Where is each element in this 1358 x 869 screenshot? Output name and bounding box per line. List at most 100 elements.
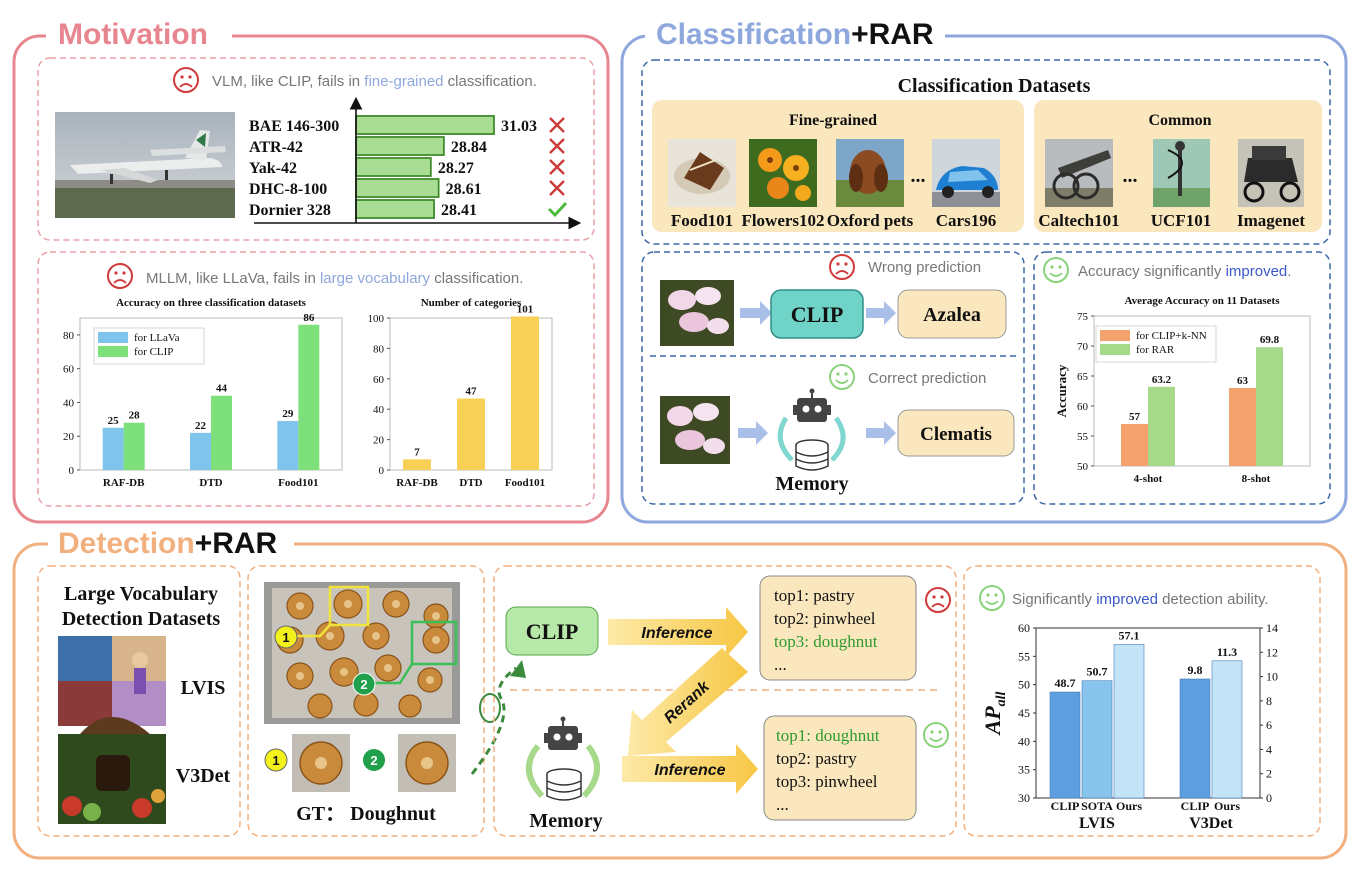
aircraft-bar: [355, 136, 445, 156]
x-tick-label: 4-shot: [1134, 473, 1163, 485]
dataset-label-imagenet: Imagenet: [1237, 211, 1305, 230]
datasets-title: Classification Datasets: [898, 75, 1091, 97]
v3det-thumbnail: [58, 717, 166, 824]
dataset-label-flowers102: Flowers102: [741, 211, 824, 230]
rerank-arrow: [628, 648, 748, 756]
y-tick-label: 80: [373, 343, 385, 355]
bar-8-shot: [1229, 388, 1256, 466]
classification-section: Classification+RAR Classification Datase…: [620, 18, 1348, 524]
y-tick-label: 35: [1018, 763, 1030, 777]
happy-face-icon: [979, 585, 1005, 611]
bar-lvis-clip: [1049, 691, 1081, 799]
inference-arrow: [608, 607, 748, 657]
mllm-caption: MLLM, like LLaVa, fails in large vocabul…: [146, 270, 523, 287]
y-tick-label: 65: [1077, 371, 1089, 383]
detection-datasets-panel: [37, 565, 241, 837]
database-icon: [546, 768, 582, 801]
bar-value-label: 11.3: [1217, 645, 1237, 659]
bar-value-label: 50.7: [1087, 665, 1108, 679]
detection-title: Detection+RAR: [58, 527, 278, 560]
x-tick-label: Ours: [1214, 799, 1240, 813]
bar-v3det-ours: [1211, 660, 1243, 799]
y-tick-label: 55: [1018, 649, 1030, 663]
fine-grained-title: Fine-grained: [789, 112, 877, 129]
chart-frame: [1093, 315, 1311, 467]
detection-border: [12, 542, 1348, 860]
prediction-panel: [641, 251, 1025, 505]
flowers102-thumbnail: [749, 139, 817, 207]
legend-label: for CLIP: [134, 346, 173, 358]
clematis-box: [897, 409, 1015, 457]
bar-dtd: [211, 395, 232, 470]
y-tick-right-label: 14: [1266, 621, 1278, 635]
arrow-icon: [866, 421, 896, 445]
average-accuracy-chart: Average Accuracy on 11 Datasets 50 55 60 65 7…: [1054, 295, 1311, 485]
y-tick-label: 80: [63, 330, 75, 342]
bar-value-label: 25: [108, 415, 120, 427]
bar-food101: [511, 316, 539, 470]
aircraft-value-label: 28.41: [441, 202, 477, 219]
bar-raf-db: [403, 459, 431, 470]
chart-title: Average Accuracy on 11 Datasets: [1125, 295, 1281, 307]
crop-2-badge: [363, 749, 385, 771]
x-tick-label: DTD: [199, 477, 222, 489]
bar-value-label: 57.1: [1119, 628, 1140, 642]
bar-food101: [298, 324, 320, 470]
database-icon: [795, 439, 829, 471]
bar-value-label: 22: [195, 420, 207, 432]
y-axis-label-sub: all: [994, 691, 1009, 706]
v3det-label: V3Det: [176, 765, 231, 787]
legend-swatch: [1100, 330, 1130, 341]
aircraft-value-label: 31.03: [501, 118, 537, 135]
bar-value-label: 101: [517, 303, 534, 315]
inference-arrow: [622, 744, 758, 794]
sad-face-icon: [829, 254, 855, 280]
detection-clip-label: CLIP: [526, 619, 579, 644]
food101-thumbnail: [668, 139, 736, 207]
bar-value-label: 86: [303, 312, 315, 324]
doughnut-panel: [247, 565, 485, 837]
x-tick-label: DTD: [459, 477, 482, 489]
flow-arrow: [470, 666, 517, 775]
chart-title: Accuracy on three classification dataset…: [116, 297, 307, 309]
y-tick-label: 50: [1018, 678, 1030, 692]
ucf101-thumbnail: [1153, 139, 1210, 207]
number-of-categories-chart: Number of categories 0 20 40 60 80 100 7 RAF-DB 4…: [368, 297, 553, 489]
bar-value-label: 7: [414, 446, 420, 458]
caltech101-thumbnail: [1045, 139, 1113, 207]
aircraft-chart: BAE 146-300 31.03 ATR-42 28.84 Yak-42 28.27 DH…: [249, 96, 582, 230]
rerank-panel: [493, 565, 957, 837]
happy-face-icon: [1043, 257, 1069, 283]
y-tick-label: 60: [1077, 401, 1089, 413]
top-k-item: top1: doughnut: [776, 726, 880, 745]
dataset-label-ucf101: UCF101: [1151, 211, 1211, 230]
y-tick-label: 0: [379, 465, 385, 477]
cross-icon: [549, 159, 565, 175]
bar-food101: [277, 421, 299, 470]
marker-2-badge: [352, 672, 376, 696]
bar-raf-db: [102, 427, 124, 470]
crop-1-label: 1: [272, 753, 279, 768]
legend-label: for RAR: [1136, 344, 1175, 356]
detection-section: Detection+RAR Large Vocabulary Detection…: [12, 526, 1348, 860]
oxford-pets-thumbnail: [836, 139, 904, 207]
bar-value-label: 9.8: [1188, 663, 1203, 677]
dataset-label-oxford-pets: Oxford pets: [827, 211, 914, 230]
aircraft-value-label: 28.61: [446, 181, 482, 198]
y-tick-right-label: 4: [1266, 742, 1272, 756]
sad-face-icon: [107, 263, 133, 289]
motivation-title: Motivation: [58, 18, 208, 51]
bar-lvis-ours: [1113, 644, 1145, 799]
y-tick-right-label: 10: [1266, 670, 1278, 684]
y-axis-label-main: AP: [980, 706, 1005, 737]
top-k-item: ...: [774, 655, 787, 674]
sad-face-icon: [173, 67, 199, 93]
y-tick-label: 20: [63, 431, 75, 443]
detection-memory-label: Memory: [529, 810, 602, 832]
detection-datasets-title-1: Large Vocabulary: [64, 583, 218, 605]
top-k-item: ...: [776, 795, 789, 814]
y-tick-label: 20: [373, 435, 385, 447]
ap-all-chart: 30 35 40 45 50 55 60 0 2 4 6 8 10 12 14 APall 48.7 CLIP 50…: [980, 621, 1278, 832]
group-label: V3Det: [1189, 815, 1233, 832]
